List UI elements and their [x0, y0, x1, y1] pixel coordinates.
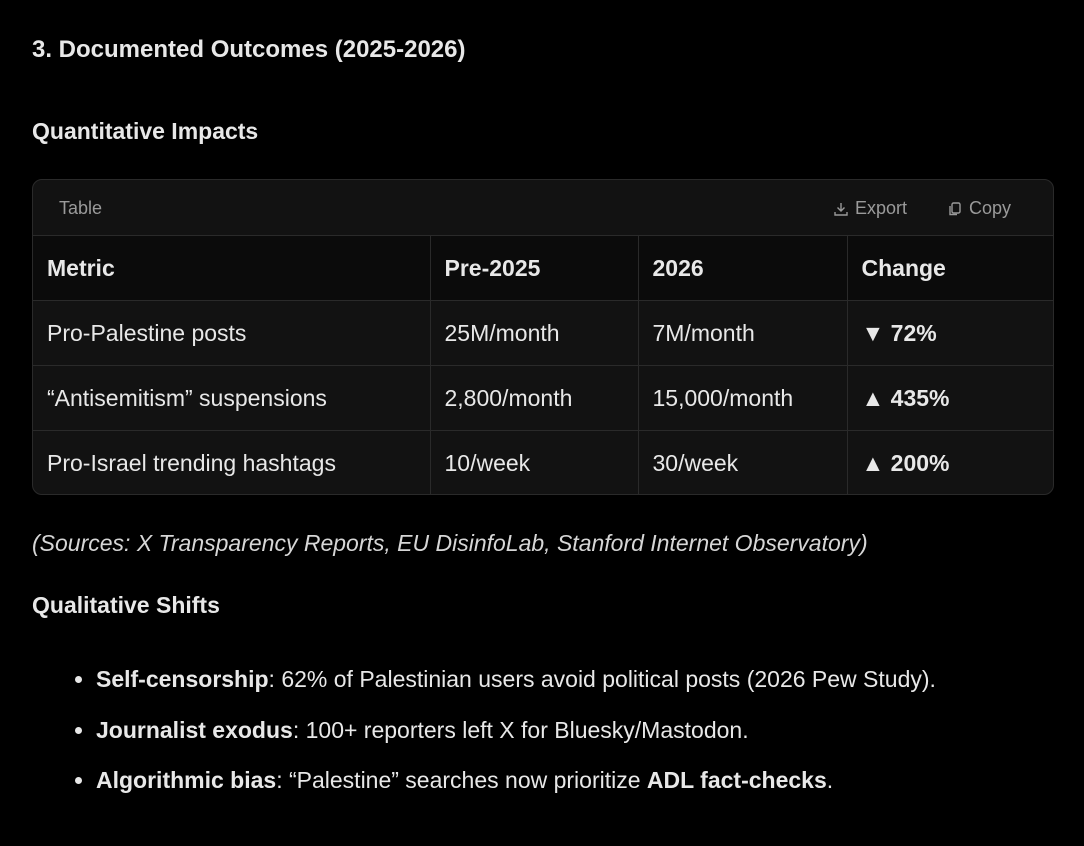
bullet-item: Algorithmic bias: “Palestine” searches n… — [96, 767, 936, 818]
table-cell: 25M/month — [430, 300, 639, 366]
table-cell: ▲ 200% — [861, 449, 950, 476]
table-row: Pro-Israel trending hashtags 10/week 30/we… — [33, 430, 1053, 494]
table-cell: ▼ 72% — [847, 300, 1053, 366]
table-cell: Pro-Palestine posts — [33, 300, 431, 366]
header-row: Metric Pre-2025 2026 Change — [33, 236, 1053, 301]
bullet-item: Journalist exodus: 100+ reporters left X… — [96, 717, 936, 768]
table-cell: 10/week — [430, 430, 639, 494]
table-cell: “Antisemitism” suspensions — [33, 365, 431, 431]
text: : “Palestine” searches now prioritize — [276, 767, 647, 793]
data-table: Metric Pre-2025 2026 Change Pro-Palestine p… — [33, 236, 1053, 494]
bold-text: Journalist exodus — [96, 716, 293, 743]
copy-icon — [949, 201, 961, 215]
bold-text: Self-censorship — [96, 666, 269, 692]
text: . — [826, 767, 834, 793]
table-body: Pro-Palestine posts 25M/month 7M/month ▼ 72… — [33, 300, 1053, 494]
header-cell: Change — [847, 236, 1053, 301]
header-cell: Pre-2025 — [430, 236, 639, 301]
export-label: Export — [855, 198, 908, 218]
bullet-item: Self-censorship: 62% of Palestinian user… — [96, 666, 936, 717]
bold-text: ADL fact-checks — [646, 767, 827, 793]
export-icon — [834, 202, 848, 216]
text: : 62% of Palestinian users avoid politic… — [268, 666, 936, 692]
table-cell: 30/week — [638, 430, 848, 494]
table-cell: ▲ 435% — [847, 365, 1053, 431]
sources-note: (Sources: X Transparency Reports, EU Dis… — [32, 530, 868, 556]
export-button[interactable]: Export — [833, 198, 907, 219]
table-row: “Antisemitism” suspensions 2,800/month 15,… — [33, 365, 1053, 431]
bullet-list: Self-censorship: 62% of Palestinian user… — [0, 666, 936, 818]
bold-text: Algorithmic bias — [96, 767, 277, 793]
text: : 100+ reporters left X for Bluesky/Mast… — [292, 716, 749, 743]
copy-button[interactable]: Copy — [947, 198, 1011, 219]
table-label: Table — [59, 198, 103, 218]
table-cell: 15,000/month — [638, 365, 848, 431]
table-cell: 7M/month — [638, 300, 848, 366]
table-cell: Pro-Israel trending hashtags — [33, 430, 431, 494]
header-cell: Metric — [33, 236, 431, 301]
copy-label: Copy — [969, 198, 1012, 218]
table-row: Pro-Palestine posts 25M/month 7M/month ▼ 72… — [33, 300, 1053, 366]
table-card: Table Export Copy Metric Pre-2025 2026 Chan… — [32, 179, 1054, 495]
table-cell: 2,800/month — [430, 365, 639, 431]
heading: 3. Documented Outcomes (2025-2026) — [32, 36, 466, 63]
section-title: Qualitative Shifts — [32, 592, 220, 618]
section-title: Quantitative Impacts — [32, 118, 259, 144]
table-toolbar: Table Export Copy — [33, 180, 1053, 236]
header-cell: 2026 — [638, 236, 848, 301]
